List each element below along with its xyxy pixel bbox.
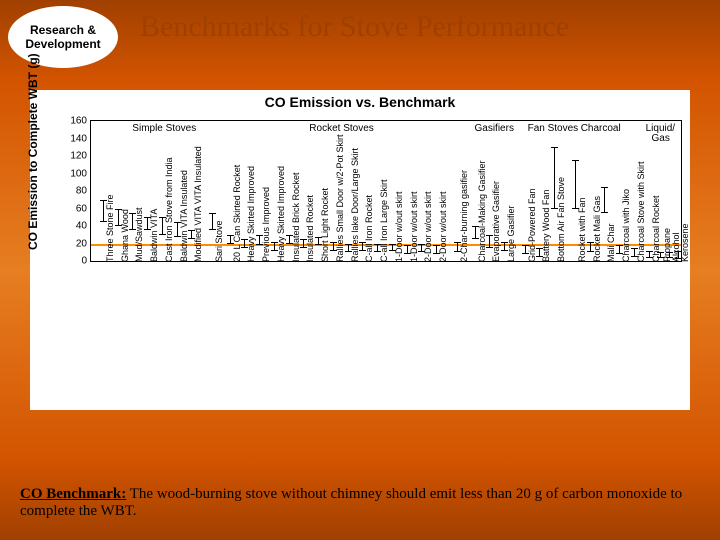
x-category-label: Previous Improved xyxy=(261,187,271,262)
badge-l1: Research & xyxy=(30,23,96,37)
x-category-label: Baldwin VITA Insulated xyxy=(179,170,189,262)
group-label: Fan Stoves xyxy=(528,123,579,134)
error-bar xyxy=(177,222,178,237)
chart-ylabel: CO Emission to Complete WBT (g) xyxy=(26,53,40,250)
x-category-label: Insulated Brick Rocket xyxy=(291,172,301,262)
x-category-label: Charcoal with Jiko xyxy=(621,189,631,262)
x-category-label: Heavy Skirted Improved xyxy=(246,166,256,262)
x-category-label: Bottom Air Fan Stove xyxy=(556,177,566,262)
error-bar xyxy=(259,235,260,246)
x-category-label: 2-Char-burning gasifier xyxy=(459,170,469,262)
x-category-label: Grid-Powered Fan xyxy=(527,188,537,262)
chart-container: CO Emission vs. Benchmark CO Emission to… xyxy=(30,90,690,410)
x-category-label: Kerosene xyxy=(680,223,690,262)
error-bar xyxy=(392,244,393,251)
group-label: Gasifiers xyxy=(475,123,514,134)
x-category-label: Mali Char xyxy=(606,223,616,262)
x-category-label: Rallies Small Door w/2-Pot Skirt xyxy=(335,134,345,262)
ytick: 120 xyxy=(70,151,91,162)
error-bar xyxy=(289,235,290,244)
x-category-label: C-all Iron Large Skirt xyxy=(379,179,389,262)
error-bar xyxy=(649,251,650,259)
ytick: 60 xyxy=(76,203,91,214)
error-bar xyxy=(274,242,275,251)
x-category-label: Cast Iron Stove from India xyxy=(164,157,174,262)
x-category-label: 2-Door w/out skirt xyxy=(438,191,448,262)
x-category-label: Heavy Skirted Improved xyxy=(276,166,286,262)
x-category-label: Charcoal-Making Gasifier xyxy=(477,160,487,262)
x-category-label: Evaporative Gasifier xyxy=(491,181,501,262)
group-label: Gas xyxy=(652,133,670,144)
x-category-label: Rocket with Fan xyxy=(577,197,587,262)
x-category-label: Insulated Rocket xyxy=(305,195,315,262)
ytick: 20 xyxy=(76,238,91,249)
error-bar xyxy=(604,187,605,213)
group-label: Simple Stoves xyxy=(132,123,196,134)
badge-l2: Development xyxy=(25,37,100,51)
ytick: 140 xyxy=(70,133,91,144)
x-category-label: 1-Door w/out skirt xyxy=(409,191,419,262)
x-category-label: Mud/Sawdust xyxy=(134,207,144,262)
ytick: 80 xyxy=(76,186,91,197)
x-category-label: 20 L Can Skirted Rocket xyxy=(232,165,242,262)
error-bar xyxy=(525,245,526,254)
x-category-label: Three Stone Fire xyxy=(105,194,115,262)
error-bar xyxy=(318,237,319,246)
error-bar xyxy=(147,217,148,230)
group-label: Charcoal xyxy=(581,123,621,134)
error-bar xyxy=(634,248,635,257)
error-bar xyxy=(407,245,408,254)
error-bar xyxy=(377,244,378,253)
x-category-label: Short Light Rocket xyxy=(320,188,330,262)
error-bar xyxy=(436,245,437,254)
x-category-label: C-all Iron Rocket xyxy=(364,195,374,262)
error-bar xyxy=(554,147,555,208)
x-category-label: Rallies lake Door/Large Skirt xyxy=(350,148,360,262)
ytick: 100 xyxy=(70,168,91,179)
error-bar xyxy=(118,209,119,227)
rd-badge: Research &Development xyxy=(8,6,118,68)
error-bar xyxy=(475,226,476,239)
x-category-label: Sari Stove xyxy=(214,220,224,262)
x-category-label: Ghana Wood xyxy=(120,209,130,262)
error-bar xyxy=(575,160,576,208)
error-bar xyxy=(230,235,231,244)
group-label: Rocket Stoves xyxy=(309,123,373,134)
x-category-label: Modified VITA VITA Insulated xyxy=(193,146,203,262)
ytick: 40 xyxy=(76,221,91,232)
x-category-label: 2-Door w/out skirt xyxy=(423,191,433,262)
error-bar xyxy=(619,245,620,254)
x-category-label: Rocket Mali Gas xyxy=(592,196,602,262)
x-category-label: Large Gasifier xyxy=(506,205,516,262)
x-category-label: Charcoal Stove with Skirt xyxy=(636,161,646,262)
x-category-label: Baldwin VITA xyxy=(149,209,159,262)
error-bar xyxy=(590,242,591,253)
error-bar xyxy=(333,242,334,251)
error-bar xyxy=(504,242,505,251)
ytick: 160 xyxy=(70,116,91,127)
error-bar xyxy=(103,200,104,222)
x-category-label: 1-Door w/out skirt xyxy=(394,191,404,262)
chart-title: CO Emission vs. Benchmark xyxy=(30,94,690,110)
x-category-label: Battery Wood Fan xyxy=(541,190,551,262)
error-bar xyxy=(457,242,458,253)
footer-text: CO Benchmark: The wood-burning stove wit… xyxy=(20,486,700,520)
error-bar xyxy=(348,244,349,253)
slide-title: Benchmarks for Stove Performance xyxy=(140,10,569,44)
error-bar xyxy=(212,213,213,231)
chart-xlabels: Three Stone FireGhana WoodMud/SawdustBal… xyxy=(90,262,680,402)
footer-bold: CO Benchmark: xyxy=(20,486,126,502)
x-category-label: Charcoal Rocket xyxy=(651,195,661,262)
error-bar xyxy=(162,217,163,235)
